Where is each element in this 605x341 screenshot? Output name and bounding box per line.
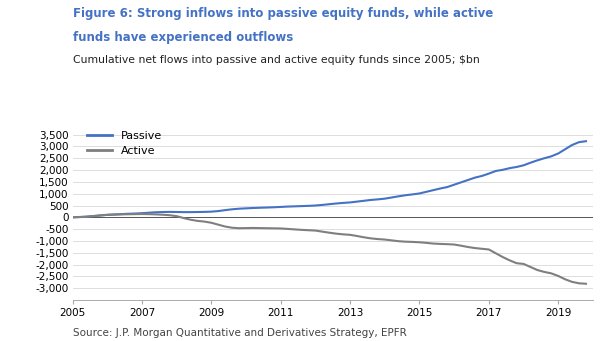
Text: Cumulative net flows into passive and active equity funds since 2005; $bn: Cumulative net flows into passive and ac… <box>73 55 479 64</box>
Text: Source: J.P. Morgan Quantitative and Derivatives Strategy, EPFR: Source: J.P. Morgan Quantitative and Der… <box>73 328 407 338</box>
Legend: Passive, Active: Passive, Active <box>83 126 166 161</box>
Text: Figure 6: Strong inflows into passive equity funds, while active: Figure 6: Strong inflows into passive eq… <box>73 7 493 20</box>
Text: funds have experienced outflows: funds have experienced outflows <box>73 31 293 44</box>
